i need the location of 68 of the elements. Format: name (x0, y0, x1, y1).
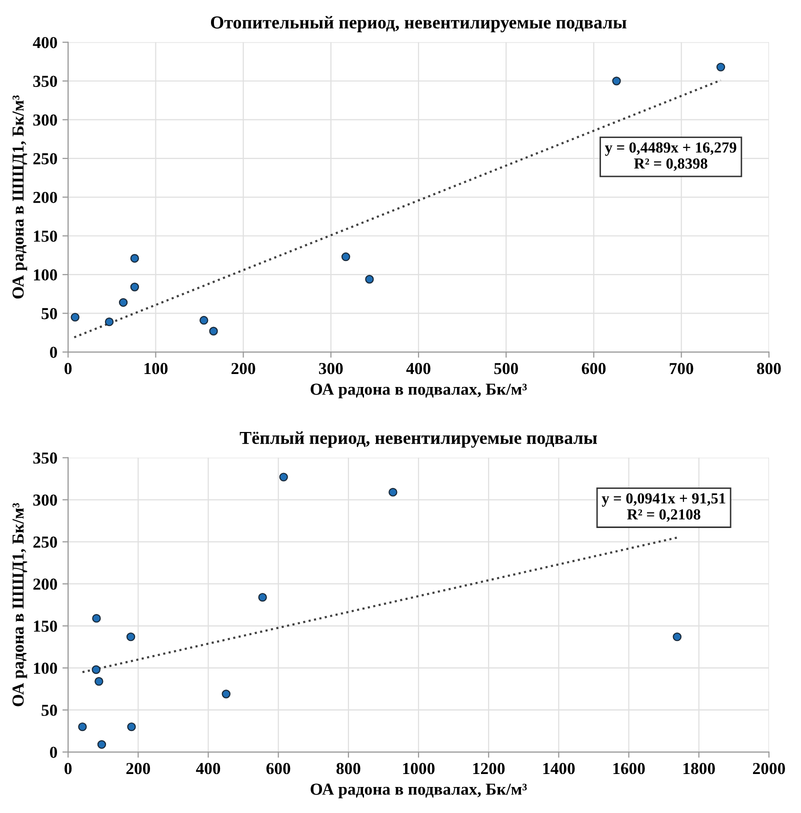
y-tick-label: 50 (42, 704, 58, 716)
x-tick-label: 0 (64, 762, 72, 774)
x-tick-label: 600 (266, 762, 290, 774)
y-tick-label: 300 (33, 494, 58, 506)
point (388, 488, 398, 497)
point (222, 690, 230, 698)
point (78, 722, 87, 732)
y-tick-label: 250 (33, 536, 58, 548)
x-tick-label: 400 (196, 762, 220, 774)
x-tick-label: 1400 (543, 762, 575, 774)
y-tick-label: 350 (33, 452, 58, 464)
x-tick-label: 500 (494, 362, 518, 374)
point (200, 316, 208, 325)
point (94, 677, 104, 686)
point (127, 722, 136, 732)
y-tick-label: 150 (34, 230, 58, 242)
point (104, 317, 114, 326)
point (118, 298, 128, 307)
x-tick-label: 800 (757, 362, 781, 374)
y-tick-label: 300 (33, 114, 58, 126)
point (258, 592, 267, 602)
point (716, 62, 726, 72)
x-axis-title: ОА радона в подвалах, Бк/м³ (310, 784, 527, 798)
point (279, 472, 288, 482)
x-tick-label: 1200 (473, 762, 505, 774)
x-tick-label: 1800 (684, 762, 715, 774)
y-axis-title: ОА радона в ШШД1, Бк/м³ (12, 503, 28, 706)
y-tick-label: 200 (33, 578, 58, 590)
point (126, 632, 136, 642)
x-tick-label: 100 (144, 362, 168, 374)
point (97, 740, 106, 749)
point (92, 665, 100, 674)
chart-title: Отопительный период, невентилируемые подвалы (210, 16, 626, 32)
y-tick-label: 0 (50, 346, 58, 358)
y-tick-label: 0 (50, 746, 58, 758)
x-tick-label: 300 (319, 362, 343, 374)
y-tick-label: 150 (34, 620, 58, 632)
point (130, 282, 140, 292)
y-tick-label: 200 (33, 192, 58, 204)
point (341, 252, 350, 262)
point (672, 632, 682, 642)
x-tick-label: 2000 (752, 762, 785, 774)
x-tick-label: 600 (582, 362, 606, 374)
x-tick-label: 200 (232, 362, 256, 374)
y-tick-label: 400 (32, 36, 58, 48)
x-tick-label: 1000 (403, 762, 435, 774)
x-tick-label: 800 (336, 762, 360, 774)
x-tick-label: 1600 (613, 762, 645, 774)
annotation: y = 0,4489x + 16,279 R² = 0,8398 (604, 142, 736, 171)
x-tick-label: 400 (406, 362, 430, 374)
y-tick-label: 100 (34, 269, 58, 281)
point (70, 312, 80, 322)
y-tick-label: 350 (33, 76, 58, 87)
point (612, 76, 621, 86)
x-axis-title: ОА радона в подвалах, Бк/м³ (310, 384, 527, 398)
x-tick-label: 200 (126, 762, 150, 774)
y-tick-label: 50 (42, 308, 58, 320)
point (130, 254, 140, 263)
y-axis-title: ОА радона в ШШД1, Бк/м³ (12, 95, 28, 298)
chart-title: Тёплый период, невентилируемые подвалы (240, 431, 597, 448)
point (365, 274, 374, 284)
x-tick-label: 700 (670, 362, 694, 374)
point (92, 614, 101, 623)
point (209, 326, 218, 336)
y-tick-label: 250 (33, 153, 58, 164)
y-tick-label: 100 (34, 662, 58, 674)
annotation: y = 0,0941x + 91,51 R² = 0,2108 (602, 493, 726, 522)
x-tick-label: 0 (64, 362, 72, 374)
